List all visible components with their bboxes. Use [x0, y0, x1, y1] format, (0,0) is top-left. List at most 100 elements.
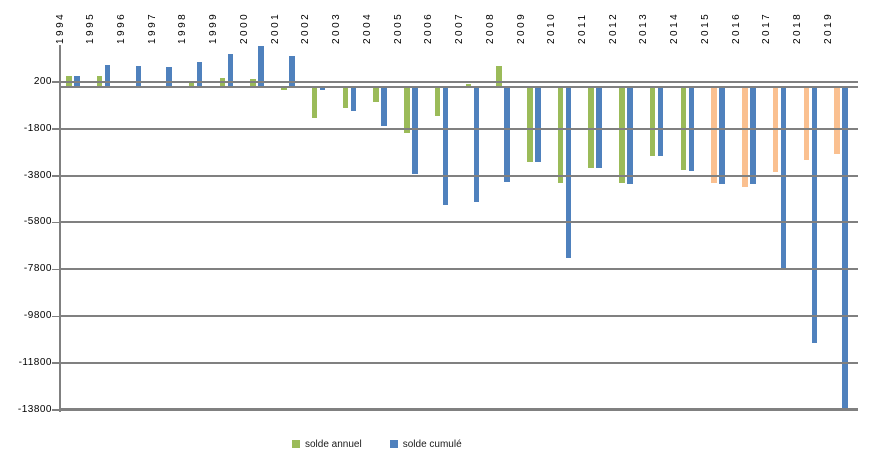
x-axis-label: 2002 — [300, 11, 312, 44]
bar-solde-annuel-2019 — [834, 86, 840, 155]
x-axis-label: 2013 — [638, 11, 650, 44]
y-axis-line — [58, 45, 61, 412]
x-axis-label: 1998 — [177, 11, 189, 44]
bar-solde-cumule-1995 — [104, 65, 111, 87]
x-axis-label: 2011 — [576, 12, 588, 44]
bar-solde-cumule-2004 — [381, 86, 387, 127]
bar-solde-annuel-2011 — [588, 86, 594, 169]
bar-solde-cumule-2001 — [289, 56, 295, 87]
legend-swatch-solde-cumule — [389, 440, 398, 448]
y-tick — [52, 175, 61, 177]
bar-solde-cumule-2005 — [412, 86, 418, 175]
x-axis-label: 2009 — [515, 11, 527, 44]
bar-solde-annuel-2002 — [311, 86, 318, 119]
bar-solde-cumule-2017 — [780, 86, 787, 270]
x-axis-label: 2006 — [423, 11, 435, 44]
x-axis-label: 2018 — [792, 11, 803, 44]
bar-solde-annuel-2013 — [649, 86, 656, 157]
gridline — [61, 361, 858, 364]
x-axis-zero-line — [61, 85, 858, 88]
bar-solde-annuel-2012 — [619, 86, 625, 183]
bar-solde-cumule-2011 — [596, 86, 602, 168]
y-tick-label: -1800 — [23, 122, 52, 134]
x-axis-label: 2015 — [699, 11, 711, 44]
bar-solde-cumule-2008 — [504, 86, 510, 183]
y-tick — [52, 268, 61, 271]
bar-solde-cumule-1999 — [227, 53, 234, 87]
y-tick — [52, 81, 61, 83]
y-tick-label: -9800 — [23, 310, 52, 321]
bar-solde-annuel-2015 — [711, 86, 717, 183]
bar-solde-annuel-2018 — [803, 86, 809, 160]
legend-label-solde-annuel: solde annuel — [305, 438, 362, 450]
y-tick — [52, 409, 61, 411]
legend-item-solde-annuel: solde annuel — [292, 439, 362, 450]
y-tick-label: -13800 — [17, 403, 52, 415]
bar-solde-cumule-2007 — [473, 86, 479, 203]
x-axis-label: 2005 — [392, 11, 404, 44]
bar-solde-cumule-1997 — [166, 67, 172, 87]
x-axis-label: 1995 — [85, 11, 97, 44]
bar-solde-cumule-2012 — [627, 86, 633, 184]
bar-solde-annuel-2010 — [557, 86, 564, 183]
gridline — [61, 221, 858, 224]
x-axis-label: 2008 — [484, 11, 496, 44]
gridline — [61, 315, 858, 317]
bar-solde-annuel-2016 — [742, 86, 748, 188]
bar-solde-cumule-2016 — [750, 86, 756, 184]
bar-solde-annuel-2005 — [404, 86, 410, 134]
x-axis-label: 2001 — [269, 11, 281, 44]
x-axis-label: 1996 — [116, 11, 127, 44]
y-tick — [52, 362, 61, 364]
y-tick-label: -3800 — [23, 169, 52, 181]
gridline — [61, 80, 858, 83]
y-tick — [52, 128, 61, 130]
x-axis-label: 2007 — [454, 11, 465, 44]
x-axis-label: 1997 — [146, 11, 158, 44]
x-axis-label: 2000 — [238, 11, 250, 44]
x-axis-label: 2019 — [822, 11, 834, 44]
x-axis-label: 2016 — [730, 11, 742, 44]
x-axis-label: 2012 — [607, 11, 619, 44]
y-tick-label: -7800 — [23, 263, 52, 275]
legend: solde annuel solde cumulé — [292, 437, 462, 451]
legend-swatch-solde-annuel — [292, 440, 300, 448]
bar-solde-cumule-2018 — [811, 86, 817, 344]
bar-solde-annuel-1998 — [188, 80, 195, 87]
bar-solde-cumule-1998 — [196, 62, 203, 87]
bar-solde-cumule-2006 — [442, 86, 449, 206]
bar-solde-annuel-2007 — [465, 84, 471, 87]
y-tick — [52, 221, 61, 224]
bar-solde-annuel-2006 — [434, 86, 441, 117]
x-axis-label: 2014 — [669, 11, 681, 44]
x-axis-label: 2004 — [361, 11, 373, 44]
x-axis-label: 2010 — [546, 11, 558, 44]
y-tick-label: -5800 — [23, 216, 52, 228]
bar-solde-cumule-2015 — [719, 86, 725, 185]
gridline — [61, 127, 858, 130]
bar-solde-annuel-2008 — [496, 66, 502, 87]
bar-solde-cumule-2013 — [657, 86, 664, 156]
y-tick-label: 200 — [33, 75, 52, 87]
x-axis-label: 2003 — [331, 11, 343, 44]
bar-solde-cumule-1996 — [135, 65, 141, 87]
x-axis-label: 2017 — [761, 11, 773, 44]
y-tick — [52, 315, 61, 317]
x-axis-label: 1994 — [54, 11, 66, 44]
bar-solde-cumule-2002 — [319, 86, 326, 90]
y-tick-label: -11800 — [18, 356, 52, 368]
bar-solde-annuel-2001 — [281, 86, 287, 90]
legend-item-solde-cumule: solde cumulé — [389, 438, 462, 450]
bar-solde-cumule-2009 — [535, 86, 541, 162]
legend-label-solde-cumule: solde cumulé — [402, 438, 462, 450]
bar-solde-cumule-2019 — [842, 86, 848, 409]
gridline — [61, 268, 858, 271]
x-axis-label: 1999 — [208, 11, 220, 44]
bar-solde-annuel-2009 — [527, 86, 533, 162]
bar-solde-annuel-2004 — [373, 86, 379, 103]
gridline — [61, 407, 858, 412]
bar-solde-cumule-2003 — [350, 86, 357, 112]
bar-solde-annuel-2003 — [342, 86, 349, 108]
bar-solde-cumule-2010 — [565, 86, 572, 258]
